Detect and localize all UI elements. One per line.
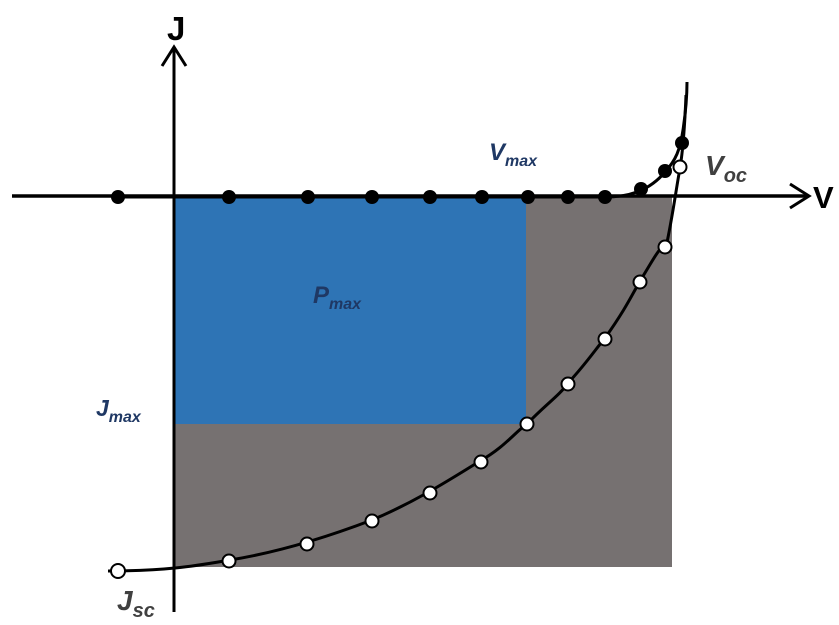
voc-sub: oc: [724, 165, 747, 187]
light-marker: [597, 331, 613, 347]
light-marker: [632, 274, 648, 290]
light-marker: [672, 159, 688, 175]
y-axis-label: J: [167, 10, 185, 47]
pmax-label: Pmax: [313, 282, 362, 313]
dark-marker: [634, 182, 648, 196]
dark-marker: [561, 190, 575, 204]
jmax-sub: max: [109, 409, 142, 426]
illuminated-jv-curve: [107, 94, 688, 573]
dark-marker: [521, 190, 535, 204]
x-axis-arrow: [789, 182, 812, 210]
pmax-rectangle: [175, 197, 526, 424]
light-marker: [473, 454, 489, 470]
light-marker: [221, 553, 237, 569]
jsc-main: J: [117, 585, 134, 616]
dark-jv-curve: [118, 81, 689, 199]
light-marker: [364, 513, 380, 529]
jsc-label: Jsc: [117, 585, 155, 622]
dark-marker: [598, 190, 612, 204]
vmax-label: Vmax: [489, 139, 538, 170]
dark-marker: [423, 190, 437, 204]
x-axis-label: V: [813, 180, 834, 215]
light-marker: [519, 416, 535, 432]
light-marker: [560, 376, 576, 392]
dark-marker: [222, 190, 236, 204]
light-marker: [299, 536, 315, 552]
voc-main: V: [705, 150, 726, 181]
dark-marker: [111, 190, 125, 204]
dark-marker: [365, 190, 379, 204]
light-marker: [657, 239, 673, 255]
dark-marker: [675, 136, 689, 150]
y-axis-arrow: [160, 44, 188, 67]
dark-marker: [301, 190, 315, 204]
vmax-sub: max: [505, 153, 538, 170]
jsc-sub: sc: [133, 600, 155, 622]
pmax-main: P: [313, 282, 330, 309]
jmax-label: Jmax: [96, 395, 142, 426]
voc-label: Voc: [705, 150, 747, 187]
pmax-sub: max: [329, 296, 362, 313]
vmax-main: V: [489, 139, 507, 166]
light-markers: [110, 159, 688, 579]
dark-markers: [111, 136, 689, 204]
dark-marker: [658, 164, 672, 178]
light-marker: [110, 563, 126, 579]
dark-marker: [475, 190, 489, 204]
jmax-main: J: [96, 395, 110, 421]
light-marker: [422, 485, 438, 501]
